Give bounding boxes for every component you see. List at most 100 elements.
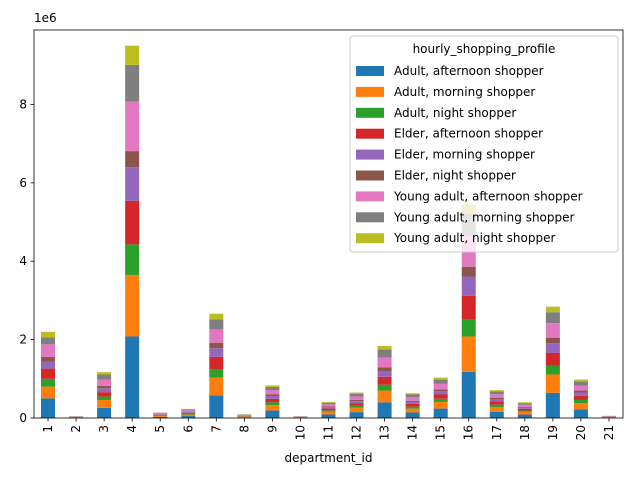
bar-segment-dept-11-series-2 [321, 410, 336, 412]
bar-segment-dept-9-series-0 [265, 410, 280, 418]
bar-segment-dept-4-series-1 [125, 274, 140, 337]
bar-segment-dept-17-series-2 [489, 404, 504, 408]
bar-segment-dept-15-series-0 [433, 408, 448, 418]
legend-label: Elder, morning shopper [394, 148, 535, 162]
legend-label: Adult, morning shopper [394, 85, 535, 99]
x-tick-label: 14 [406, 425, 420, 440]
legend-label: Young adult, afternoon shopper [393, 189, 583, 203]
bar-segment-dept-18-series-0 [517, 414, 532, 418]
bar-segment-dept-14-series-2 [405, 406, 420, 409]
bar-segment-dept-20-series-0 [573, 409, 588, 418]
bar-segment-dept-11-series-3 [321, 408, 336, 411]
bar-segment-dept-18-series-8 [517, 402, 532, 404]
bar-segment-dept-14-series-8 [405, 393, 420, 395]
bar-segment-dept-19-series-5 [545, 337, 560, 344]
bar-segment-dept-13-series-2 [377, 384, 392, 391]
bar-segment-dept-4-series-2 [125, 244, 140, 275]
bar-segment-dept-7-series-1 [209, 377, 224, 396]
x-tick-label: 12 [350, 425, 364, 440]
legend-items: Adult, afternoon shopper Adult, morning s… [356, 64, 583, 245]
bar-segment-dept-16-series-2 [461, 319, 476, 337]
bar-segment-dept-12-series-0 [349, 412, 364, 418]
x-tick-label: 15 [434, 425, 448, 440]
bar-segment-dept-1-series-0 [41, 398, 56, 418]
bar-segment-dept-20-series-3 [573, 395, 588, 400]
bar-segment-dept-3-series-3 [97, 392, 112, 397]
y-tick-label: 2 [19, 333, 27, 347]
bar-segment-dept-18-series-2 [517, 410, 532, 412]
bar-segment-dept-16-series-1 [461, 336, 476, 372]
bar-segment-dept-15-series-6 [433, 383, 448, 390]
x-tick-label: 21 [602, 425, 616, 440]
bar-segment-dept-3-series-0 [97, 407, 112, 418]
bar-segment-dept-11-series-4 [321, 407, 336, 409]
bar-segment-dept-11-series-8 [321, 401, 336, 403]
bar-segment-dept-17-series-5 [489, 398, 504, 400]
bar-segment-dept-19-series-4 [545, 343, 560, 353]
bar-segment-dept-7-series-8 [209, 313, 224, 320]
bar-segment-dept-5-series-1 [153, 415, 168, 417]
legend-label: Elder, night shopper [394, 169, 516, 183]
bar-segment-dept-12-series-5 [349, 399, 364, 402]
bar-segment-dept-14-series-4 [405, 401, 420, 404]
bar-segment-dept-6-series-2 [181, 413, 196, 415]
x-tick-label: 5 [153, 425, 167, 433]
bar-segment-dept-16-series-3 [461, 295, 476, 320]
bar-segment-dept-6-series-1 [181, 414, 196, 417]
x-tick-label: 8 [237, 425, 251, 433]
x-tick-label: 6 [181, 425, 195, 433]
legend-swatch [356, 170, 384, 181]
x-tick-label: 7 [209, 425, 223, 433]
bar-segment-dept-13-series-4 [377, 370, 392, 377]
bar-segment-dept-6-series-6 [181, 410, 196, 412]
legend-swatch [356, 191, 384, 202]
bar-segment-dept-20-series-8 [573, 379, 588, 382]
bar-segment-dept-19-series-0 [545, 392, 560, 418]
bar-segment-dept-18-series-1 [517, 411, 532, 415]
bar-segment-dept-13-series-3 [377, 376, 392, 385]
bar-segment-dept-3-series-6 [97, 379, 112, 386]
bar-segment-dept-7-series-0 [209, 395, 224, 418]
bar-segment-dept-20-series-7 [573, 381, 588, 386]
bar-segment-dept-6-series-0 [181, 416, 196, 418]
bar-segment-dept-14-series-6 [405, 397, 420, 401]
legend-swatch [356, 149, 384, 160]
legend-label: Adult, night shopper [394, 106, 516, 120]
bar-segment-dept-3-series-1 [97, 399, 112, 408]
legend: hourly_shopping_profile Adult, afternoon… [349, 35, 619, 253]
x-tick-label: 11 [322, 425, 336, 440]
x-tick-label: 4 [125, 425, 139, 433]
bar-segment-dept-5-series-6 [153, 413, 168, 415]
bar-segment-dept-20-series-2 [573, 399, 588, 404]
bar-segment-dept-18-series-6 [517, 404, 532, 407]
bar-segment-dept-1-series-4 [41, 361, 56, 369]
bar-segment-dept-1-series-8 [41, 331, 56, 338]
bar-segment-dept-1-series-3 [41, 368, 56, 379]
bar-segment-dept-15-series-5 [433, 389, 448, 392]
bar-segment-dept-14-series-5 [405, 400, 420, 402]
bar-segment-dept-4-series-4 [125, 167, 140, 201]
bar-segment-dept-4-series-7 [125, 64, 140, 102]
bar-segment-dept-16-series-0 [461, 371, 476, 418]
x-tick-label: 10 [293, 425, 307, 440]
bar-segment-dept-1-series-7 [41, 337, 56, 345]
x-axis-label: department_id [285, 451, 373, 465]
bar-segment-dept-14-series-7 [405, 394, 420, 398]
x-tick-label: 1 [41, 425, 55, 433]
bar-segment-dept-1-series-5 [41, 356, 56, 362]
bar-segment-dept-9-series-8 [265, 385, 280, 388]
bar-segment-dept-15-series-1 [433, 401, 448, 409]
bar-segment-dept-9-series-7 [265, 387, 280, 391]
bar-segment-dept-7-series-2 [209, 369, 224, 378]
bar-segment-dept-4-series-6 [125, 101, 140, 152]
bar-segment-dept-3-series-2 [97, 396, 112, 400]
bar-segment-dept-9-series-4 [265, 396, 280, 399]
bar-segment-dept-13-series-7 [377, 349, 392, 358]
bar-segment-dept-16-series-5 [461, 266, 476, 277]
bar-segment-dept-14-series-3 [405, 403, 420, 407]
bar-segment-dept-11-series-7 [321, 402, 336, 405]
bar-segment-dept-14-series-1 [405, 408, 420, 413]
bar-segment-dept-17-series-4 [489, 399, 504, 402]
bar-segment-dept-9-series-3 [265, 398, 280, 403]
